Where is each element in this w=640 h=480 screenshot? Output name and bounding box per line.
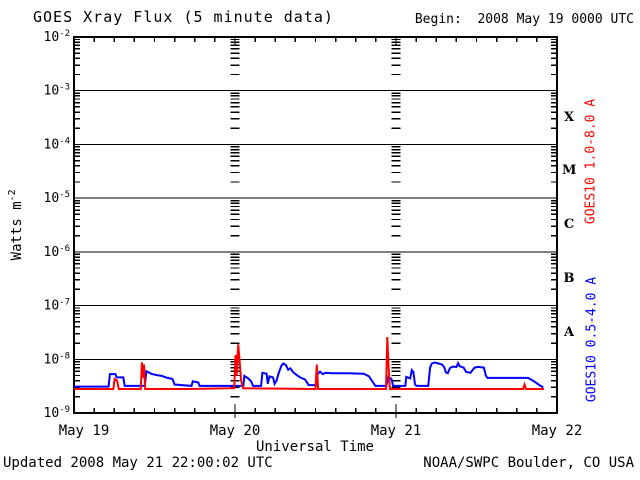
- x-tick-label-may21: May 21: [370, 423, 422, 439]
- y-tick-label: 10-3: [44, 83, 71, 99]
- x-axis-label: Universal Time: [255, 439, 374, 455]
- y-axis-label-exponent: -2: [7, 189, 19, 202]
- x-tick-label-may22: May 22: [531, 423, 583, 439]
- source-attribution: NOAA/SWPC Boulder, CO USA: [423, 455, 634, 471]
- flare-class-m: M: [562, 163, 577, 178]
- y-tick-label: 10-9: [44, 405, 71, 421]
- y-tick-label: 10-2: [44, 29, 71, 45]
- plot-frame: [73, 36, 558, 414]
- y-tick-label: 10-8: [44, 351, 71, 367]
- flare-class-a: A: [563, 325, 575, 340]
- y-tick-label: 10-6: [44, 244, 71, 260]
- series-label-short-channel: GOES10 0.5-4.0 A: [584, 276, 600, 403]
- flare-class-x: X: [563, 110, 575, 125]
- y-axis-label-base: Watts m: [8, 201, 25, 261]
- y-axis-label: Watts m-2: [7, 125, 25, 325]
- x-tick-label-may20: May 20: [209, 423, 261, 439]
- x-tick-label-may19: May 19: [58, 423, 110, 439]
- y-tick-label: 10-5: [44, 190, 71, 206]
- updated-timestamp: Updated 2008 May 21 22:00:02 UTC: [3, 455, 273, 471]
- red-series-line: [74, 336, 545, 391]
- flare-class-c: C: [563, 217, 575, 232]
- chart-title: GOES Xray Flux (5 minute data): [33, 8, 334, 26]
- y-tick-label: 10-7: [44, 298, 71, 314]
- begin-timestamp: Begin: 2008 May 19 0000 UTC: [414, 12, 634, 27]
- blue-series-line: [74, 360, 544, 389]
- y-tick-label: 10-4: [44, 136, 71, 152]
- flare-class-b: B: [563, 271, 575, 286]
